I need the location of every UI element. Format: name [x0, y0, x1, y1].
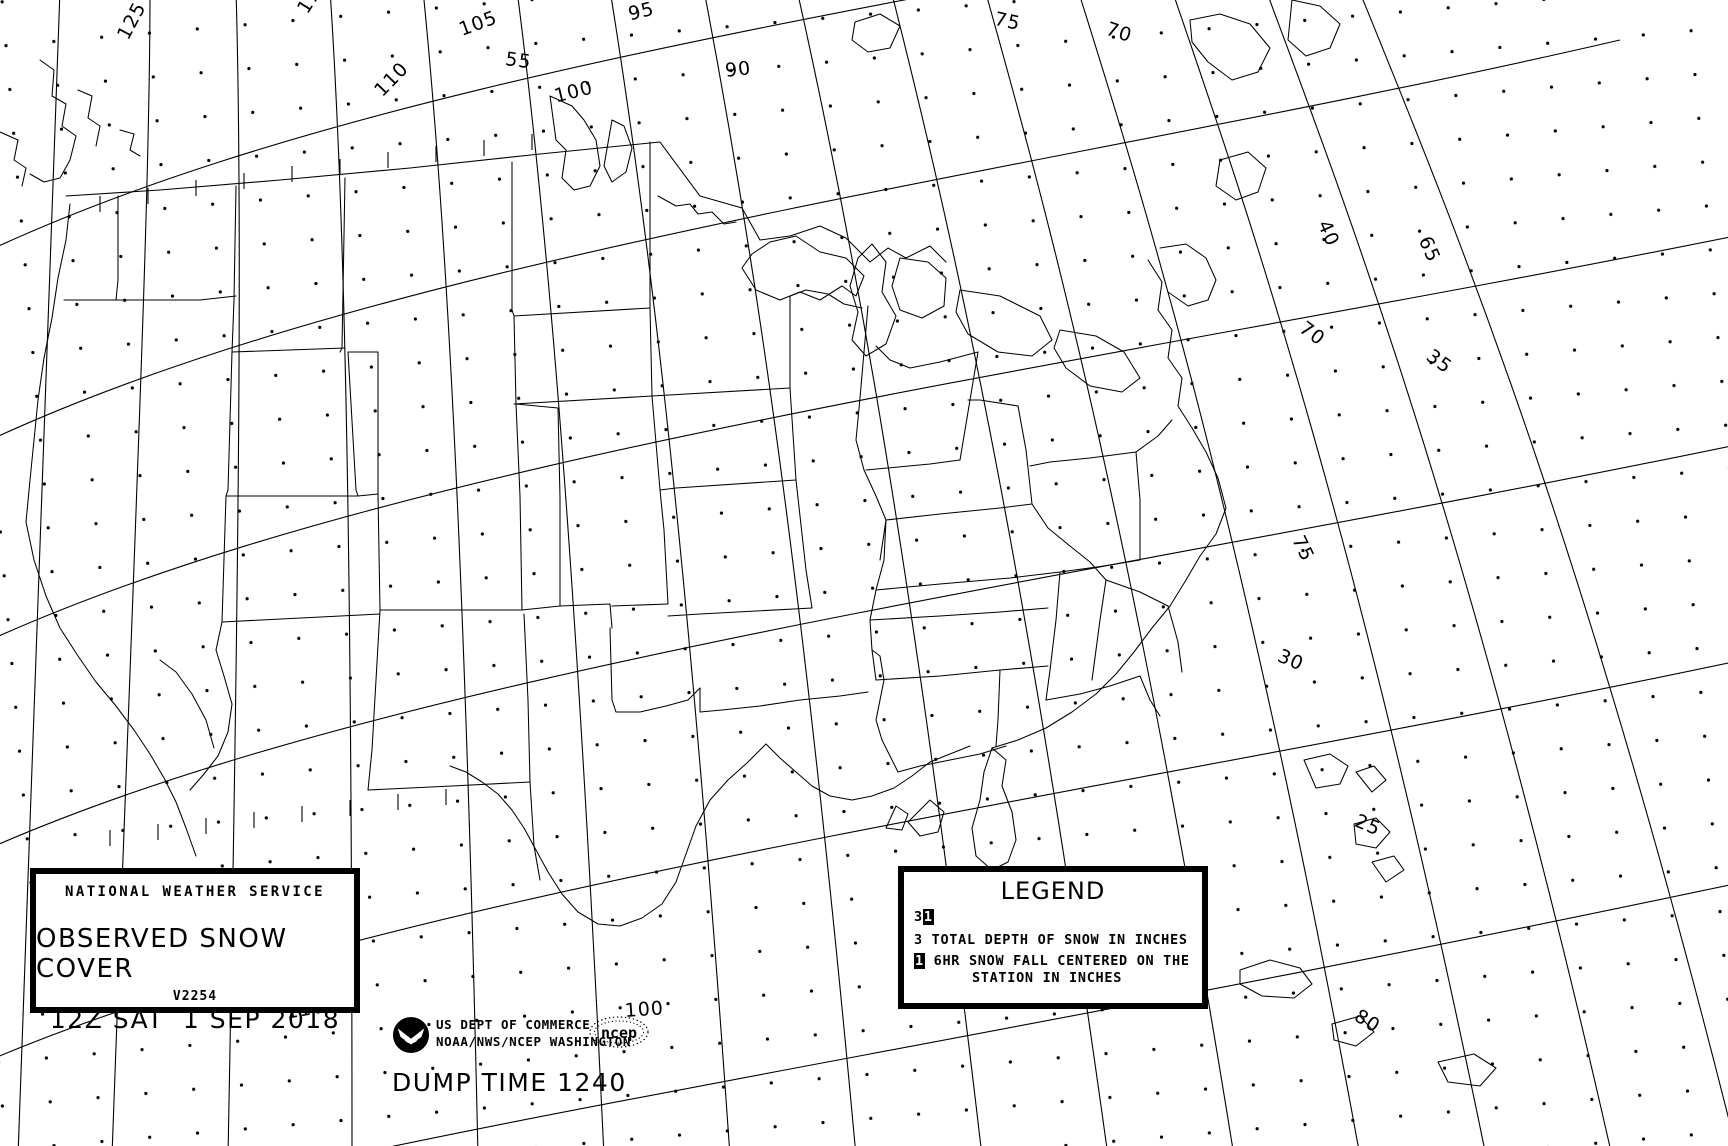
graticule-label: 90: [724, 57, 753, 82]
agency-credit-block: US DEPT OF COMMERCE NOAA/NWS/NCEP WASHIN…: [392, 1012, 652, 1060]
legend-sixhr-value: 1: [914, 953, 925, 969]
dump-time-label: DUMP TIME 1240: [392, 1068, 627, 1097]
legend-depth-text: TOTAL DEPTH OF SNOW IN INCHES: [922, 932, 1188, 948]
geographic-outlines: [0, 0, 1497, 1087]
noaa-seagull-logo: [392, 1016, 430, 1054]
credit-line-2: NOAA/NWS/NCEP WASHINGTON: [436, 1034, 632, 1049]
legend-title: LEGEND: [1000, 877, 1106, 905]
page-title: OBSERVED SNOW COVER: [36, 924, 288, 984]
legend-sample-sixhr: 1: [922, 909, 934, 925]
legend-row-sixhr-cont: STATION IN INCHES: [971, 970, 1123, 986]
legend-sixhr-text: 6HR SNOW FALL CENTERED ON THE: [924, 953, 1190, 969]
ncep-logo: ncep: [589, 1016, 649, 1048]
product-title-box: NATIONAL WEATHER SERVICE OBSERVED SNOW C…: [30, 868, 360, 1034]
svg-text:ncep: ncep: [601, 1024, 637, 1042]
legend-row-sixhr: 1 6HR SNOW FALL CENTERED ON THE: [904, 953, 1202, 969]
legend-sample-depth: 3: [914, 909, 923, 925]
valid-time-label: 12Z SAT 1 SEP 2018: [49, 1005, 341, 1034]
legend-box: LEGEND 31 3 TOTAL DEPTH OF SNOW IN INCHE…: [898, 866, 1208, 1009]
graticule-label: 55: [503, 48, 533, 74]
graticule-ticks: [99, 134, 533, 846]
agency-name: NATIONAL WEATHER SERVICE: [65, 884, 325, 900]
legend-row-total-depth: 3 TOTAL DEPTH OF SNOW IN INCHES: [904, 932, 1202, 948]
legend-depth-value: 3: [914, 932, 923, 948]
version-label: V2254: [172, 989, 218, 1004]
credit-text-lines: US DEPT OF COMMERCE NOAA/NWS/NCEP WASHIN…: [436, 1016, 631, 1050]
legend-sample-symbol: 31: [904, 909, 1202, 925]
credit-line-1: US DEPT OF COMMERCE: [436, 1017, 591, 1032]
